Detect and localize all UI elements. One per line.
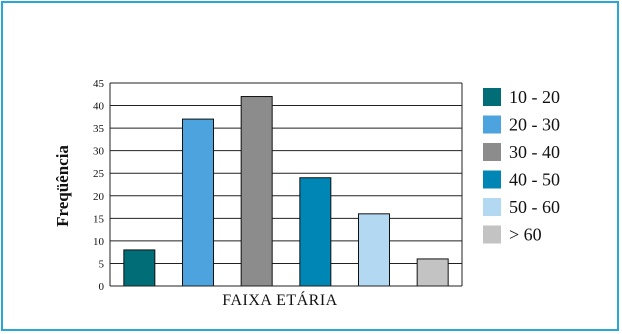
legend-swatch <box>483 225 501 244</box>
legend-label: > 60 <box>509 225 542 245</box>
y-tick-label: 35 <box>93 123 105 135</box>
y-tick-label: 15 <box>93 213 105 225</box>
axes <box>109 83 463 287</box>
y-axis-label: Freqüência <box>53 145 72 227</box>
legend-label: 50 - 60 <box>509 197 560 217</box>
y-tick-label: 45 <box>93 78 105 90</box>
y-tick-label: 0 <box>99 281 105 293</box>
bar-3 <box>299 177 332 287</box>
y-tick-label: 20 <box>93 191 105 203</box>
y-tick-label: 25 <box>93 168 105 180</box>
legend-label: 10 - 20 <box>509 87 560 107</box>
y-tick-label: 10 <box>93 236 105 248</box>
legend-label: 20 - 30 <box>509 115 560 135</box>
legend-swatch <box>483 88 501 106</box>
gridlines <box>110 82 462 264</box>
legend-swatch <box>483 198 501 216</box>
bar-2 <box>240 96 273 287</box>
bar-5 <box>416 258 449 287</box>
y-tick-labels: 0 5 10 15 20 25 30 35 40 45 <box>93 78 105 293</box>
legend-swatch <box>483 170 501 189</box>
legend-label: 40 - 50 <box>509 170 560 190</box>
y-tick-label: 5 <box>99 258 105 270</box>
x-axis-label: FAIXA ETÁRIA <box>222 290 337 309</box>
legend-label: 30 - 40 <box>509 142 560 162</box>
y-tick-label: 30 <box>93 146 105 158</box>
bars <box>123 96 449 287</box>
legend: 10 - 20 20 - 30 30 - 40 40 - 50 50 - 60 > 60 <box>483 87 560 245</box>
bar-0 <box>123 249 156 287</box>
bar-1 <box>182 118 214 287</box>
legend-swatch <box>483 115 501 134</box>
y-tick-label: 40 <box>93 101 105 113</box>
legend-swatch <box>483 143 501 161</box>
bar-4 <box>358 213 390 287</box>
